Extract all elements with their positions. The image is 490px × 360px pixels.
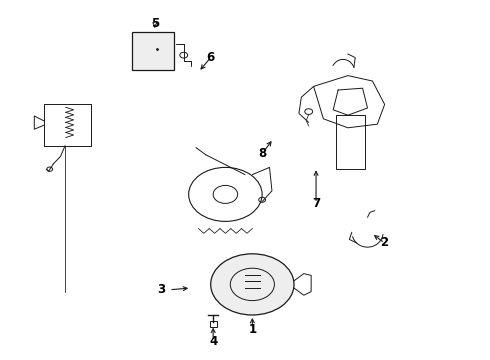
- Text: 1: 1: [248, 323, 256, 336]
- Text: 3: 3: [158, 283, 166, 296]
- Bar: [132, 32, 174, 70]
- Text: 5: 5: [151, 17, 159, 30]
- Text: 2: 2: [381, 237, 389, 249]
- Text: 6: 6: [207, 51, 215, 64]
- Bar: [336, 115, 365, 169]
- Bar: [210, 321, 217, 327]
- Circle shape: [211, 254, 294, 315]
- Text: 8: 8: [259, 147, 267, 159]
- Text: 7: 7: [312, 197, 320, 210]
- Text: 4: 4: [209, 335, 217, 348]
